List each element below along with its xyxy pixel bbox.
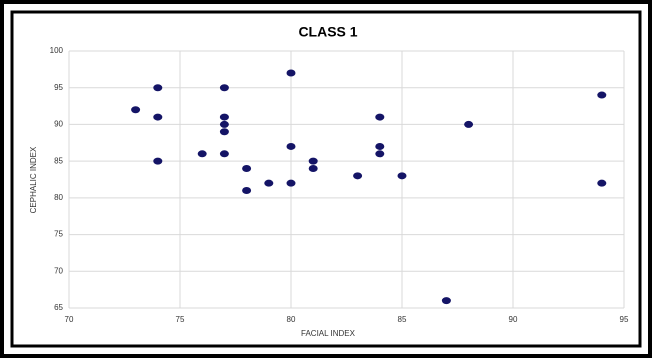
x-tick-label: 80 (287, 315, 296, 324)
x-axis-label: FACIAL INDEX (301, 329, 356, 338)
point (597, 179, 607, 187)
y-tick-label: 75 (54, 230, 63, 239)
point (219, 128, 229, 136)
point (242, 187, 252, 195)
point (397, 172, 407, 180)
point (464, 120, 474, 128)
x-tick-label: 85 (398, 315, 407, 324)
point (286, 142, 296, 150)
point (242, 164, 252, 172)
y-tick-label: 95 (54, 83, 63, 92)
point (375, 150, 385, 158)
point (441, 297, 451, 305)
point (597, 91, 607, 99)
point (308, 157, 318, 165)
y-tick-label: 70 (54, 266, 63, 275)
point (153, 113, 163, 121)
point (308, 164, 318, 172)
y-tick-label: 90 (54, 120, 63, 129)
point (219, 150, 229, 158)
point (286, 179, 296, 187)
x-tick-label: 75 (176, 315, 185, 324)
point (353, 172, 363, 180)
point (375, 113, 385, 121)
x-tick-label: 90 (509, 315, 518, 324)
point (153, 157, 163, 165)
x-tick-label: 95 (620, 315, 629, 324)
point (219, 120, 229, 128)
point (264, 179, 274, 187)
point (131, 106, 141, 114)
x-tick-label: 70 (65, 315, 74, 324)
point (219, 113, 229, 121)
point (375, 142, 385, 150)
point (197, 150, 207, 158)
y-axis-label: CEPHALIC INDEX (29, 146, 38, 213)
point (153, 84, 163, 92)
point (219, 84, 229, 92)
y-tick-label: 65 (54, 303, 63, 312)
y-tick-label: 100 (50, 46, 64, 55)
inner-frame (10, 10, 642, 348)
y-tick-label: 80 (54, 193, 63, 202)
point (286, 69, 296, 77)
y-tick-label: 85 (54, 156, 63, 165)
chart-title: CLASS 1 (298, 24, 357, 40)
